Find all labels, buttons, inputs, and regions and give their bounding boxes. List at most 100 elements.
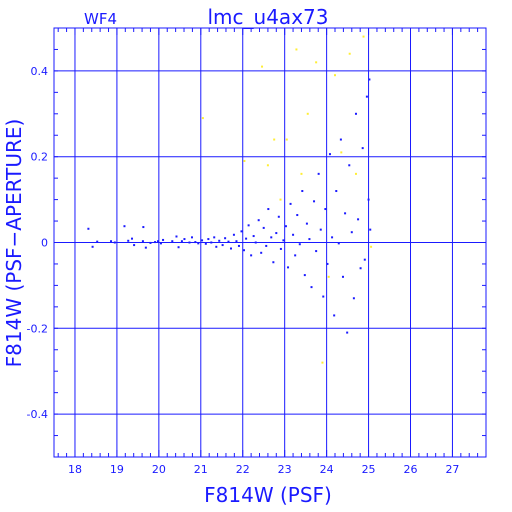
point-s0-38 xyxy=(235,240,238,243)
point-s1-9 xyxy=(306,112,309,115)
point-s0-79 xyxy=(333,314,336,317)
point-s0-81 xyxy=(337,242,340,245)
point-s1-18 xyxy=(370,245,373,248)
point-s0-24 xyxy=(194,241,197,244)
point-s0-82 xyxy=(339,138,342,141)
y-tick-label-0: -0.4 xyxy=(27,408,48,421)
point-s0-21 xyxy=(183,238,186,241)
point-s0-23 xyxy=(190,236,193,239)
point-s0-59 xyxy=(287,266,290,269)
point-s1-13 xyxy=(334,74,337,77)
point-s0-32 xyxy=(218,239,221,242)
point-s0-61 xyxy=(292,233,295,236)
point-s1-4 xyxy=(273,138,276,141)
point-s0-66 xyxy=(303,274,306,277)
x-tick-label-1: 19 xyxy=(110,463,124,476)
point-s0-33 xyxy=(221,244,224,247)
point-s0-45 xyxy=(252,235,255,238)
point-s0-5 xyxy=(123,225,126,228)
point-s0-55 xyxy=(277,215,280,218)
y-tick-label-2: 0 xyxy=(41,237,48,250)
point-s0-80 xyxy=(335,190,338,193)
point-s0-50 xyxy=(265,244,268,247)
x-tick-label-5: 23 xyxy=(278,463,292,476)
point-s0-16 xyxy=(162,238,165,241)
x-tick-label-7: 25 xyxy=(362,463,376,476)
point-s0-85 xyxy=(346,331,349,334)
point-s0-3 xyxy=(110,240,113,243)
point-s0-52 xyxy=(270,236,273,239)
point-s1-16 xyxy=(354,172,357,175)
point-s0-91 xyxy=(359,267,362,270)
point-s1-3 xyxy=(266,164,269,167)
point-s0-8 xyxy=(133,244,136,247)
point-s1-17 xyxy=(362,35,365,38)
point-s0-0 xyxy=(87,227,90,230)
point-s0-37 xyxy=(232,233,235,236)
point-s0-28 xyxy=(207,238,210,241)
point-s1-7 xyxy=(295,48,298,51)
x-axis-label: F814W (PSF) xyxy=(204,483,332,507)
point-s0-88 xyxy=(352,297,355,300)
x-tick-label-8: 26 xyxy=(404,463,418,476)
point-s0-83 xyxy=(341,275,344,278)
point-s0-54 xyxy=(275,232,278,235)
point-s0-65 xyxy=(301,190,304,193)
point-s0-63 xyxy=(296,214,299,217)
point-s1-10 xyxy=(315,61,318,64)
point-s0-31 xyxy=(215,245,218,248)
point-s0-19 xyxy=(177,246,180,249)
x-tick-label-3: 21 xyxy=(194,463,208,476)
axis-ticks: 18 19 20 21 22 23 24 25 26 27 -0.4 -0.2 0 0.2 0.4 xyxy=(27,27,487,476)
point-s0-71 xyxy=(315,250,318,253)
point-s0-90 xyxy=(357,218,360,221)
point-s0-58 xyxy=(284,225,287,228)
point-s0-42 xyxy=(245,237,248,240)
point-s0-15 xyxy=(159,242,162,245)
point-s1-11 xyxy=(321,361,324,364)
point-s0-39 xyxy=(237,244,240,247)
point-s0-51 xyxy=(267,208,270,211)
point-s1-0 xyxy=(201,117,204,120)
point-s0-47 xyxy=(257,219,260,222)
point-s1-8 xyxy=(300,172,303,175)
y-axis-label: F814W (PSF−APERTURE) xyxy=(2,119,26,368)
point-s0-73 xyxy=(319,228,322,231)
point-s1-12 xyxy=(327,275,330,278)
point-s0-34 xyxy=(224,237,227,240)
point-s0-62 xyxy=(294,254,297,257)
point-s0-87 xyxy=(350,231,353,234)
grid xyxy=(54,28,486,457)
point-s0-13 xyxy=(154,241,157,244)
point-s1-14 xyxy=(340,151,343,154)
y-tick-label-1: -0.2 xyxy=(27,322,48,335)
point-s0-69 xyxy=(310,286,313,289)
point-s0-64 xyxy=(298,243,301,246)
point-s0-49 xyxy=(262,226,265,229)
point-s0-10 xyxy=(142,226,145,229)
point-s0-18 xyxy=(175,235,178,238)
point-s0-70 xyxy=(313,200,316,203)
point-s0-60 xyxy=(289,202,292,205)
point-s0-75 xyxy=(324,208,327,211)
point-s1-5 xyxy=(279,198,282,201)
point-s0-11 xyxy=(144,246,147,249)
point-s0-29 xyxy=(210,241,213,244)
point-s0-89 xyxy=(354,112,357,115)
point-s0-95 xyxy=(367,198,370,201)
point-s0-14 xyxy=(157,240,160,243)
point-s1-2 xyxy=(261,65,264,68)
point-s0-4 xyxy=(113,241,116,244)
point-s0-48 xyxy=(260,251,263,254)
point-s0-46 xyxy=(254,241,257,244)
point-s0-67 xyxy=(305,222,308,225)
point-s0-7 xyxy=(131,237,134,240)
point-s1-1 xyxy=(243,159,246,162)
point-s0-27 xyxy=(204,242,207,245)
point-s0-57 xyxy=(282,239,285,242)
main-points xyxy=(87,78,372,334)
point-s0-36 xyxy=(229,247,232,250)
point-s0-40 xyxy=(240,230,243,233)
point-s0-86 xyxy=(348,164,351,167)
